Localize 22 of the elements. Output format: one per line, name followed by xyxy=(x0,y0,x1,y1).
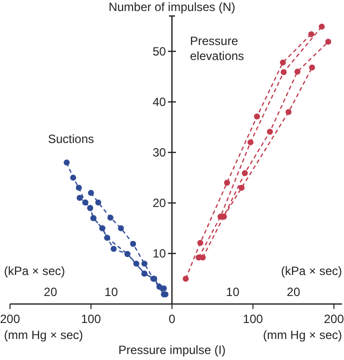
x-tick-label: 100 xyxy=(242,312,264,326)
y-axis-title: Number of impulses (N) xyxy=(108,0,236,14)
y-tick-label: 40 xyxy=(152,94,166,109)
text: (mm Hg × sec) xyxy=(4,328,84,342)
x2-tick-label: 10 xyxy=(226,285,240,299)
x2-tick-label: 10 xyxy=(104,285,118,299)
x2-axis-title: (kPa × sec) xyxy=(280,264,342,278)
x-tick-label: 0 xyxy=(168,312,176,326)
x-tick-label: 200 xyxy=(0,312,20,326)
text: Pressure elevations xyxy=(190,34,246,64)
x2-tick-label: 20 xyxy=(44,285,58,299)
x-axis-title: Pressure impulse (I) xyxy=(117,343,227,357)
text: (mm Hg × sec) xyxy=(262,328,342,342)
y-tick-label: 10 xyxy=(152,246,166,260)
x-tick-label: 200 xyxy=(324,312,344,326)
y-tick-label: 20 xyxy=(152,196,166,210)
x-tick-label: 100 xyxy=(80,312,102,326)
y-tick-label: 30 xyxy=(152,145,166,160)
annotation: (kPa × sec) xyxy=(4,264,66,278)
series-label: Suctions xyxy=(48,132,96,147)
x2-tick-label: 20 xyxy=(286,285,300,299)
y-tick-label: 50 xyxy=(152,44,166,58)
